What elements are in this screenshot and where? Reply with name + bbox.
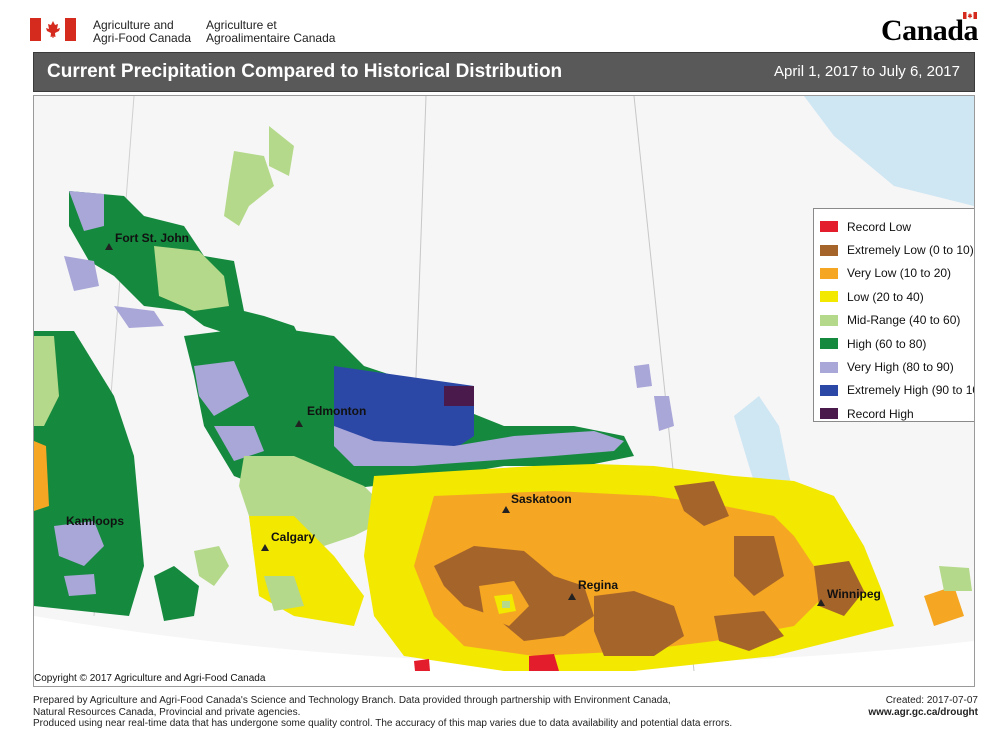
legend-item: Record Low [820,215,974,238]
legend-item: Record High [820,402,974,425]
legend-label: Mid-Range (40 to 60) [847,313,961,328]
legend-label: Very High (80 to 90) [847,360,954,375]
legend-swatch [820,244,838,256]
canada-flag-icon [30,18,76,41]
map-legend: Record Low Extremely Low (0 to 10) Very Lo… [813,208,974,425]
legend-label: High (60 to 80) [847,336,927,351]
legend-label: Extremely High (90 to 100) [847,383,974,398]
legend-item: Extremely High (90 to 100) [820,379,974,402]
map-title-bar: Current Precipitation Compared to Histor… [33,52,975,92]
city-label-winnipeg: Winnipeg [827,587,881,601]
city-label-kamloops: Kamloops [66,514,125,528]
fort-st-john-marker [105,243,113,250]
footer-line-1: Prepared by Agriculture and Agri-Food Ca… [33,695,671,706]
legend-swatch [820,221,838,233]
city-label-saskatoon: Saskatoon [511,492,572,506]
precipitation-map: Record Low Extremely Low (0 to 10) Very Lo… [33,95,975,687]
legend-item: Very Low (10 to 20) [820,262,974,285]
canada-wordmark: Canada [880,14,979,47]
department-name-french: Agriculture et Agroalimentaire Canada [206,18,336,45]
city-label-regina: Regina [578,578,619,592]
city-label-fort-st-john: Fort St. John [115,231,189,245]
regina-marker [568,593,576,600]
legend-swatch [820,361,838,373]
footer-notes: Prepared by Agriculture and Agri-Food Ca… [33,695,732,730]
legend-label: Low (20 to 40) [847,289,924,304]
legend-label: Record High [847,406,914,421]
map-title: Current Precipitation Compared to Histor… [47,61,563,82]
saskatoon-marker [502,506,510,513]
legend-item: Low (20 to 40) [820,285,974,308]
government-header: Agriculture and Agri-Food Canada Agricul… [0,0,1000,48]
legend-swatch [820,291,838,303]
created-date: Created: 2017-07-07 [885,695,978,706]
calgary-marker [261,544,269,551]
map-period: April 1, 2017 to July 6, 2017 [774,63,960,80]
legend-item: Very High (80 to 90) [820,355,974,378]
legend-swatch [820,338,838,350]
footer-line-2: Natural Resources Canada, Provincial and… [33,706,301,718]
wordmark-flag-icon [963,12,977,19]
legend-label: Extremely Low (0 to 10) [847,243,974,258]
drought-url-link[interactable]: www.agr.gc.ca/drought [868,706,978,718]
legend-swatch [820,267,838,279]
legend-swatch [820,314,838,326]
legend-swatch [820,408,838,420]
map-copyright: Copyright © 2017 Agriculture and Agri-Fo… [34,673,266,684]
footer-right: Created: 2017-07-07 www.agr.gc.ca/drough… [868,695,978,718]
legend-label: Very Low (10 to 20) [847,266,952,281]
legend-swatch [820,384,838,396]
city-label-calgary: Calgary [271,530,316,544]
winnipeg-marker [817,599,825,606]
department-name-english: Agriculture and Agri-Food Canada [93,18,192,45]
edmonton-marker [295,420,303,427]
legend-item: Extremely Low (0 to 10) [820,238,974,261]
legend-label: Record Low [847,219,912,234]
footer-line-3: Produced using near real-time data that … [33,718,733,729]
legend-item: High (60 to 80) [820,332,974,355]
legend-item: Mid-Range (40 to 60) [820,309,974,332]
city-label-edmonton: Edmonton [307,404,367,418]
